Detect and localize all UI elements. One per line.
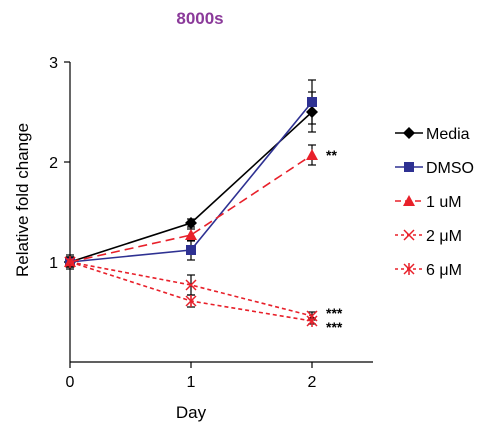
data-point [185, 229, 197, 240]
legend-item: 1 uM [395, 194, 462, 211]
y-tick-label: 3 [49, 55, 58, 72]
legend-label: DMSO [426, 160, 474, 177]
significance-label: ** [326, 147, 337, 163]
legend-label: Media [426, 126, 470, 143]
chart-title: 8000s [176, 9, 223, 28]
data-point [185, 217, 197, 229]
legend-marker [404, 162, 414, 172]
legend-marker [403, 229, 415, 241]
marker-stroke [185, 279, 197, 291]
series-4 [64, 256, 318, 327]
data-point [64, 256, 76, 268]
significance-label: *** [326, 305, 343, 321]
data-point [186, 245, 196, 255]
legend-item: 6 μM [395, 262, 462, 279]
legend-label: 2 μM [426, 228, 462, 245]
y-tick-label: 2 [49, 155, 58, 172]
x-tick-label: 1 [187, 374, 196, 391]
data-point [306, 149, 318, 160]
y-tick-label: 1 [49, 255, 58, 272]
data-point [185, 295, 197, 307]
series-line [69, 261, 313, 317]
series-3 [64, 256, 318, 322]
legend-item: DMSO [395, 160, 474, 177]
marker-stroke [403, 229, 415, 241]
legend-marker [403, 195, 415, 206]
legend-item: Media [395, 126, 470, 143]
significance-label: *** [326, 319, 343, 335]
x-tick-label: 2 [308, 374, 317, 391]
data-point [306, 315, 318, 327]
legend-label: 6 μM [426, 262, 462, 279]
legend-item: 2 μM [395, 228, 462, 245]
data-point [307, 97, 317, 107]
legend-marker [403, 127, 415, 139]
y-axis-label: Relative fold change [13, 123, 32, 277]
data-point [185, 279, 197, 291]
legend-marker [403, 263, 415, 275]
x-tick-label: 0 [66, 374, 75, 391]
legend-label: 1 uM [426, 194, 462, 211]
x-axis-label: Day [176, 403, 207, 422]
